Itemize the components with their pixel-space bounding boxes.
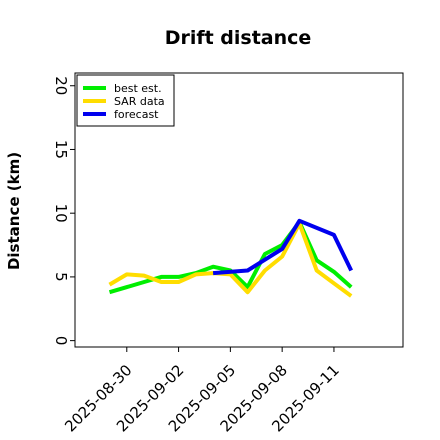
y-tick-label: 20: [52, 76, 70, 95]
legend-label: forecast: [114, 108, 159, 121]
y-axis: 0 5 10 15 20: [52, 76, 75, 345]
y-tick-label: 0: [52, 336, 70, 346]
chart-title: Drift distance: [165, 27, 312, 49]
y-tick-label: 5: [52, 272, 70, 282]
series-line-sar-data: [108, 221, 353, 298]
series-line-best-est-: [108, 220, 353, 295]
series-line-forecast: [212, 218, 353, 276]
y-axis-label: Distance (km): [5, 152, 23, 270]
legend-box: [76, 74, 175, 127]
x-axis: 2025-08-302025-09-022025-09-052025-09-08…: [61, 347, 343, 435]
legend-label: best est.: [114, 82, 162, 95]
y-tick-label: 10: [52, 204, 70, 223]
plot-frame: [74, 72, 404, 348]
legend-label: SAR data: [114, 95, 165, 108]
y-tick-label: 15: [52, 140, 70, 159]
plot-area: [108, 218, 353, 298]
